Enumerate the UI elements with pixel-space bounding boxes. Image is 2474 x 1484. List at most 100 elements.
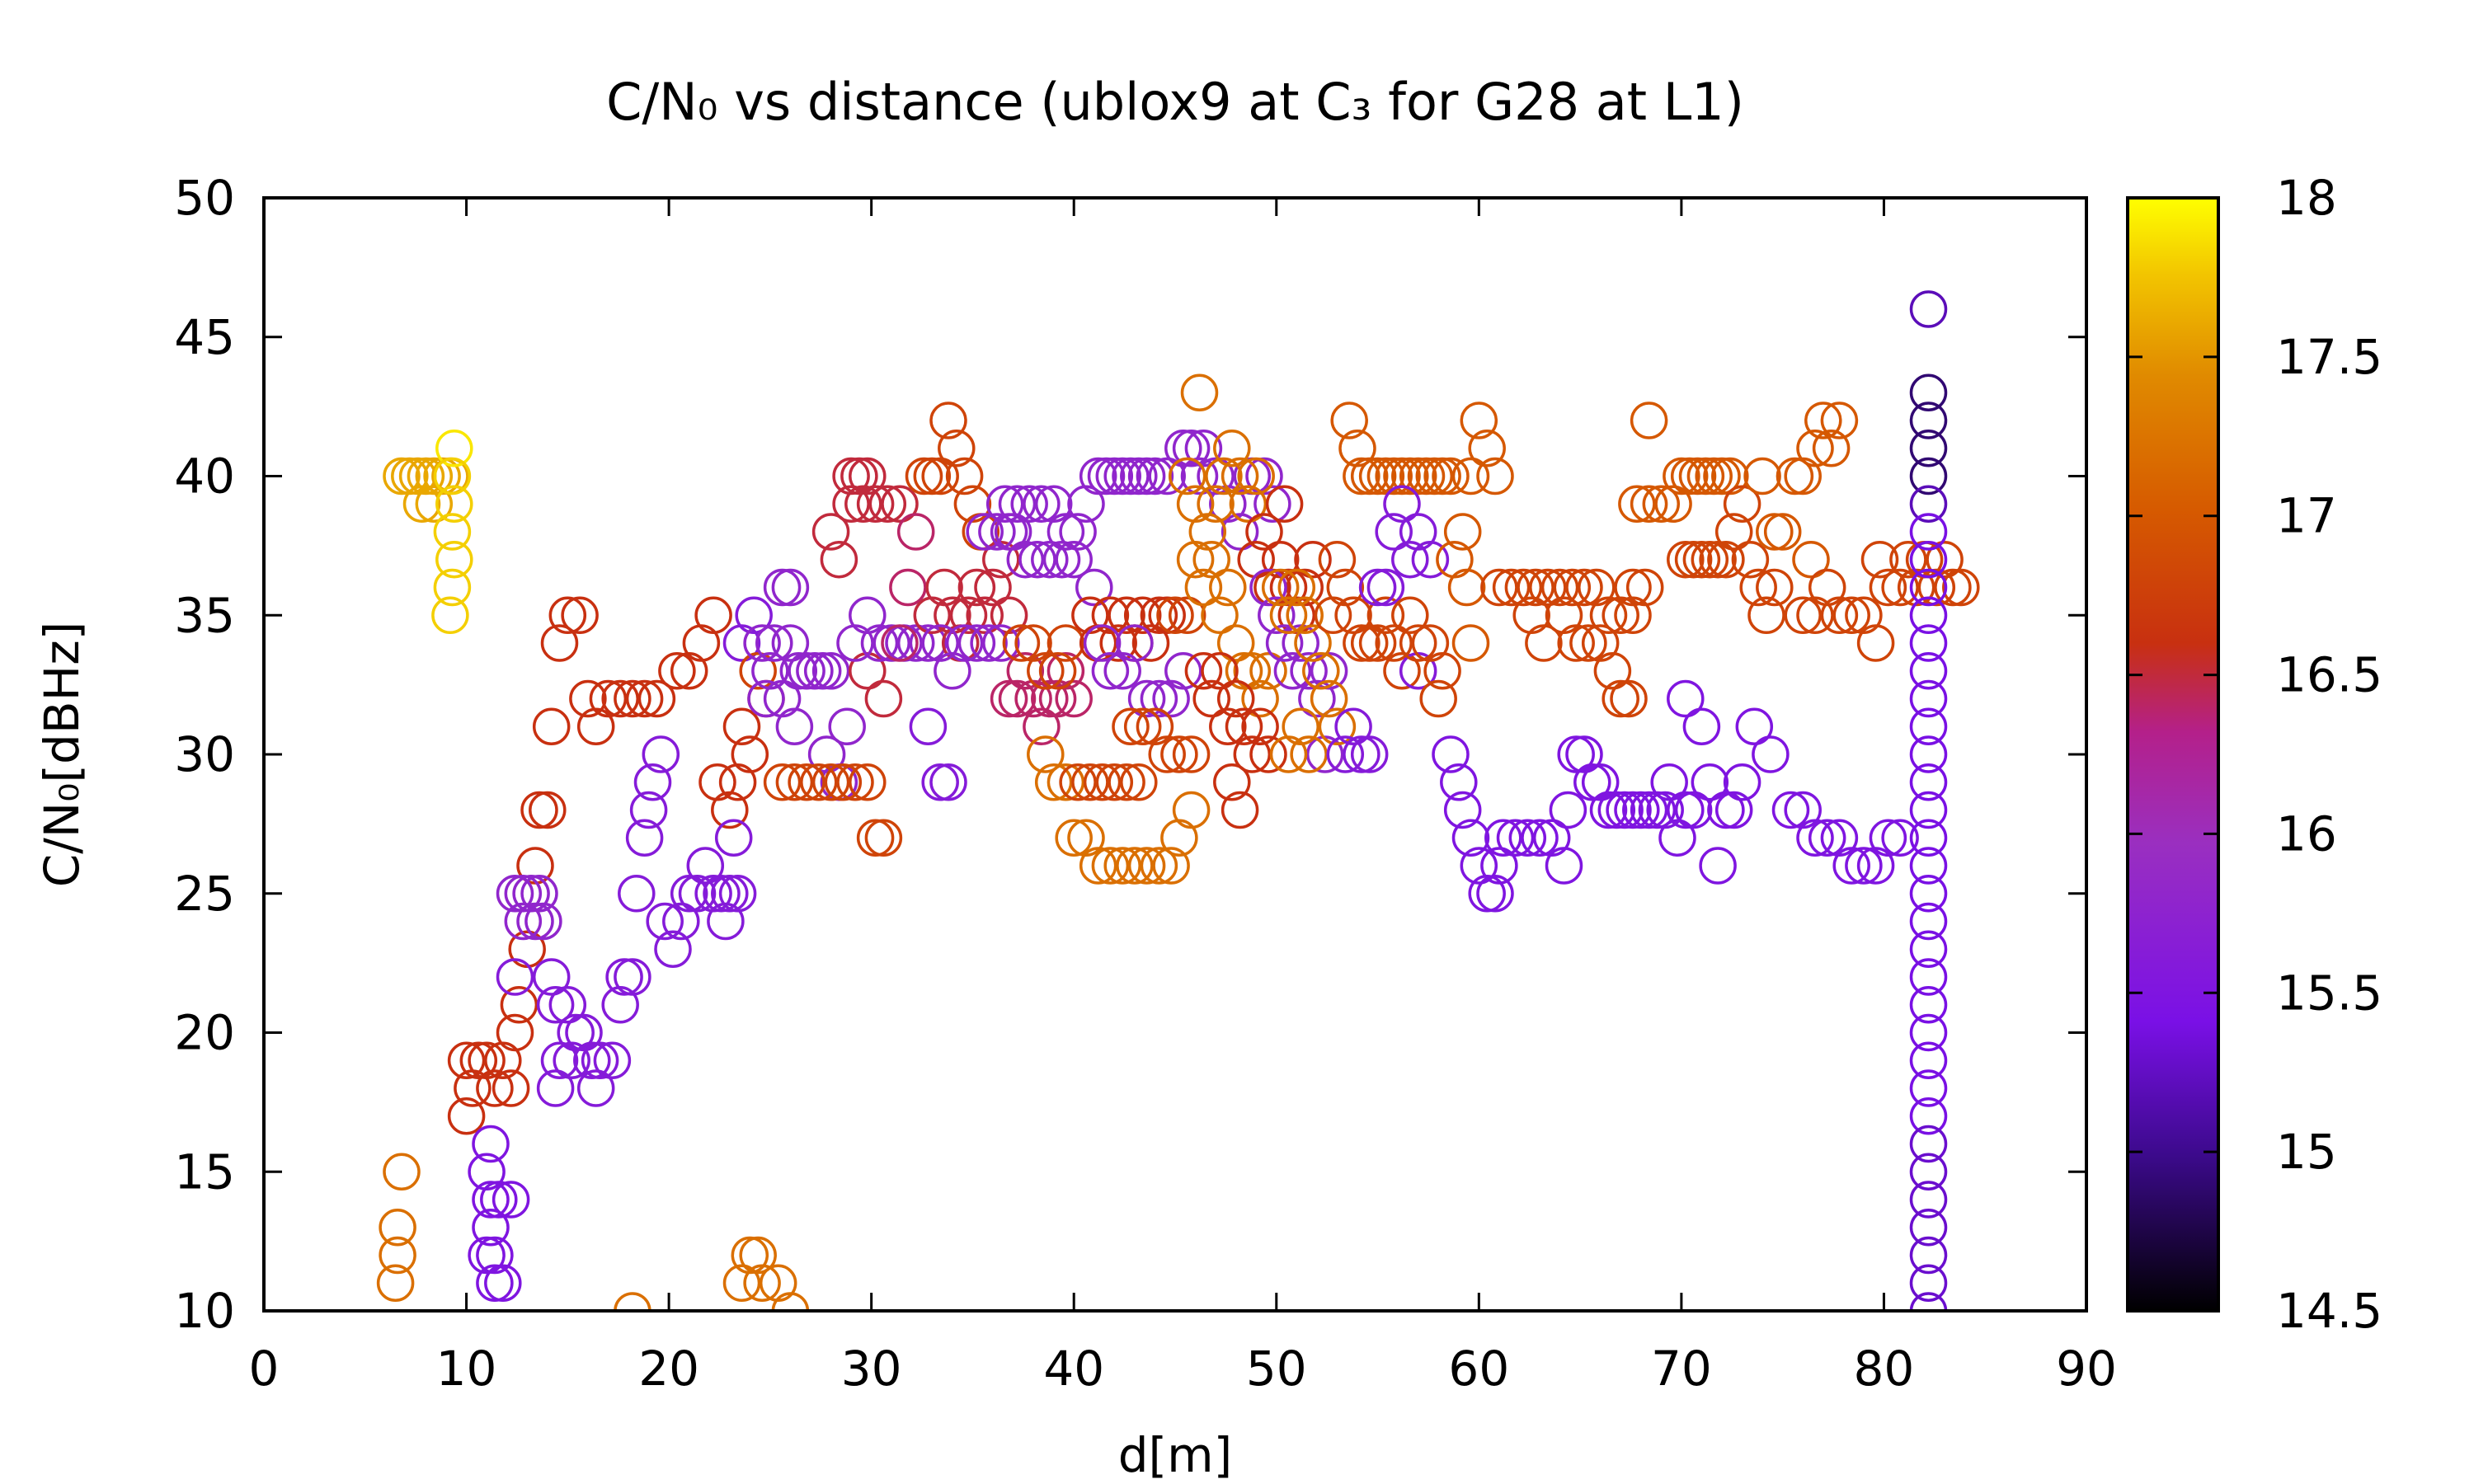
data-point xyxy=(524,902,562,941)
data-point xyxy=(536,986,575,1024)
data-point xyxy=(1606,791,1644,829)
data-point xyxy=(844,485,882,524)
data-point xyxy=(743,624,781,662)
colorbar-ticks: 14.5 15 15.5 16 16.5 17 17.5 18 xyxy=(2128,170,2382,1339)
data-point xyxy=(1909,513,1948,551)
y-tick-label: 45 xyxy=(174,309,235,365)
data-point xyxy=(459,1041,498,1080)
data-point xyxy=(1909,652,1948,690)
data-point xyxy=(998,485,1037,524)
data-point xyxy=(1691,540,1729,579)
data-point xyxy=(1047,624,1085,662)
data-point xyxy=(938,430,976,467)
data-point xyxy=(1112,457,1150,495)
data-point xyxy=(605,958,643,996)
data-point xyxy=(985,485,1024,524)
data-point xyxy=(1350,735,1389,773)
data-point xyxy=(557,1013,595,1052)
data-point xyxy=(718,875,757,913)
data-point xyxy=(731,735,769,773)
data-point xyxy=(625,819,664,857)
data-point xyxy=(1909,1236,1948,1275)
data-point xyxy=(1334,707,1372,746)
data-point xyxy=(1812,430,1851,467)
data-point xyxy=(435,485,473,524)
data-point xyxy=(1707,791,1745,829)
data-point xyxy=(383,457,421,495)
x-tick-label: 60 xyxy=(1448,1341,1509,1397)
data-point xyxy=(743,1264,781,1303)
data-point xyxy=(1784,596,1822,635)
colorbar xyxy=(2126,196,2220,1313)
data-point xyxy=(909,624,948,662)
data-point xyxy=(476,1069,514,1107)
data-point xyxy=(1091,847,1130,885)
data-point xyxy=(532,958,571,996)
data-point xyxy=(1934,568,1972,607)
data-point xyxy=(1926,540,1964,579)
data-point xyxy=(1756,568,1794,607)
data-point xyxy=(1602,679,1639,718)
data-point xyxy=(433,513,472,551)
data-point xyxy=(1460,847,1498,885)
data-point xyxy=(1909,930,1948,969)
data-point xyxy=(945,624,984,662)
data-point xyxy=(722,707,761,746)
data-point xyxy=(1148,457,1186,495)
data-point xyxy=(966,513,1004,551)
data-point xyxy=(1909,763,1948,801)
data-point xyxy=(957,568,996,607)
data-point xyxy=(921,457,959,495)
data-point xyxy=(1023,485,1061,524)
data-point xyxy=(896,513,935,551)
data-point xyxy=(1909,958,1948,996)
data-point xyxy=(1909,679,1948,718)
data-point xyxy=(1909,402,1948,439)
data-point xyxy=(1642,485,1681,524)
data-point xyxy=(383,1153,421,1191)
data-point xyxy=(1136,457,1174,495)
data-point xyxy=(1391,540,1429,579)
data-point xyxy=(1557,735,1595,773)
data-point xyxy=(1277,568,1316,607)
data-point xyxy=(1484,819,1522,857)
data-point xyxy=(1055,540,1093,579)
data-point xyxy=(1127,847,1166,885)
data-point xyxy=(1549,791,1587,829)
data-point xyxy=(1023,707,1061,746)
data-point xyxy=(1674,791,1713,829)
data-point xyxy=(1302,652,1340,690)
x-tick-label: 50 xyxy=(1246,1341,1307,1397)
data-point xyxy=(1540,568,1579,607)
data-point xyxy=(1221,457,1259,495)
data-point xyxy=(520,875,558,913)
data-point xyxy=(1099,624,1137,662)
data-point xyxy=(1245,457,1283,495)
data-point xyxy=(1116,624,1154,662)
data-point xyxy=(379,1209,416,1247)
data-point xyxy=(1079,847,1117,885)
data-point xyxy=(520,791,558,829)
data-point xyxy=(686,847,725,885)
data-point xyxy=(480,1181,518,1219)
data-point xyxy=(1451,457,1490,495)
data-point xyxy=(1565,735,1603,773)
data-point xyxy=(840,457,878,495)
data-point xyxy=(1909,596,1948,635)
data-point xyxy=(1909,1264,1948,1303)
data-point xyxy=(1127,457,1166,495)
data-point xyxy=(1018,540,1056,579)
data-point xyxy=(1476,457,1514,495)
data-point xyxy=(1686,457,1725,495)
data-point xyxy=(1423,457,1461,495)
x-tick-label: 20 xyxy=(638,1341,699,1397)
data-point xyxy=(1184,652,1223,690)
data-point xyxy=(1573,763,1611,801)
data-point xyxy=(1557,624,1595,662)
data-point xyxy=(1055,819,1093,857)
data-point xyxy=(739,652,777,690)
data-point xyxy=(1432,457,1470,495)
data-point xyxy=(642,735,680,773)
data-point xyxy=(1763,513,1802,551)
data-point xyxy=(896,624,935,662)
